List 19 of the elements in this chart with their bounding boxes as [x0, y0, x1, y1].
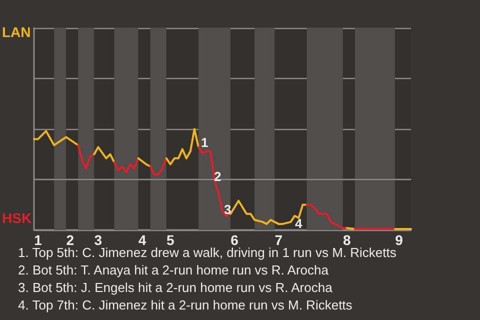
x-tick-label: 2 — [66, 232, 74, 248]
text: LAN — [2, 24, 31, 40]
x-tick-label: 4 — [138, 232, 146, 248]
annotation: 3 — [224, 202, 232, 217]
text: HSK — [2, 210, 32, 226]
x-tick-label: 6 — [230, 232, 239, 248]
x-tick-label: 3 — [94, 232, 102, 248]
x-tick-label: 1 — [34, 232, 42, 248]
annotation: 2 — [214, 169, 222, 184]
text: 4. Top 7th: C. Jimenez hit a 2-run home run vs M. Ricketts — [18, 298, 353, 312]
x-tick-label: 8 — [342, 232, 351, 248]
text: 1. Top 5th: C. Jimenez drew a walk, driving in 1 run vs M. Ricketts — [18, 245, 397, 260]
text: 3. Bot 5th: J. Engels hit a 2-run home run vs R. Arocha — [18, 280, 334, 295]
x-tick-label: 9 — [395, 232, 404, 248]
x-tick-label: 7 — [274, 232, 283, 248]
text: 2. Bot 5th: T. Anaya hit a 2-run home run vs R. Arocha — [18, 262, 330, 278]
x-tick-label: 5 — [166, 232, 174, 248]
annotation: 4 — [295, 216, 303, 231]
annotation: 1 — [201, 135, 208, 150]
